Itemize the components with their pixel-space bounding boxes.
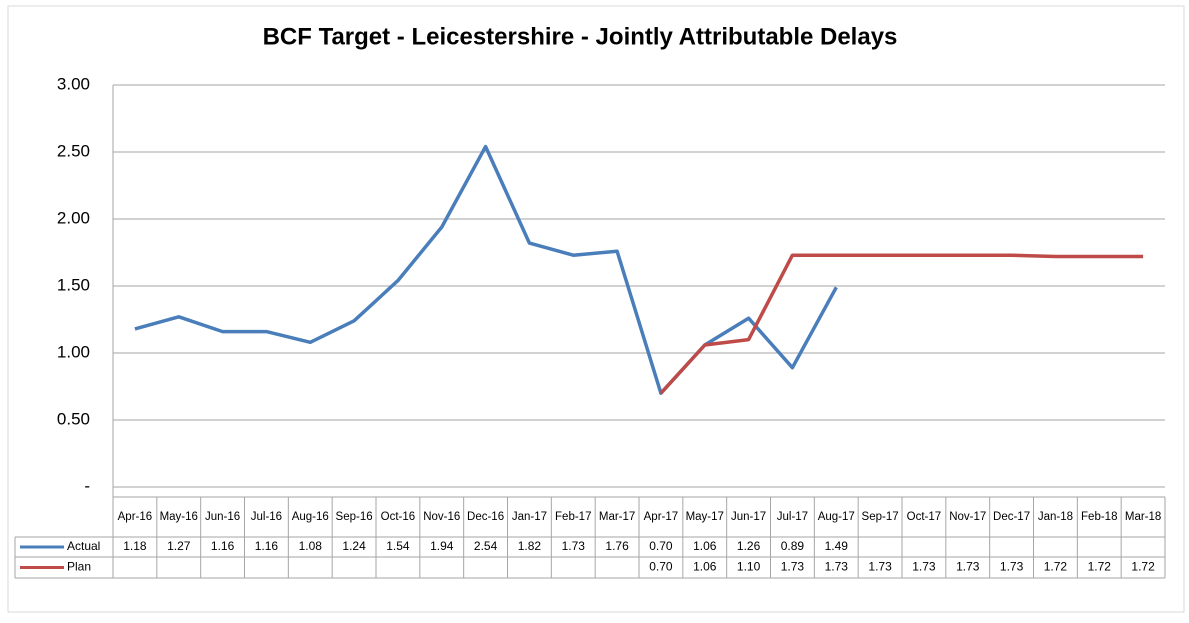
data-label: 1.73 xyxy=(781,560,805,574)
y-tick-label: 1.50 xyxy=(57,275,90,294)
x-tick-label: Aug-17 xyxy=(818,511,855,523)
data-label: 1.16 xyxy=(255,539,279,553)
y-tick-label: - xyxy=(84,476,90,495)
data-label: 1.73 xyxy=(1000,560,1024,574)
x-tick-label: Aug-16 xyxy=(292,511,329,523)
x-tick-label: Jul-16 xyxy=(251,511,282,523)
data-label: 1.73 xyxy=(868,560,892,574)
x-tick-label: May-17 xyxy=(686,511,724,523)
data-label: 1.72 xyxy=(1044,560,1068,574)
data-label: 1.73 xyxy=(956,560,980,574)
x-tick-label: Oct-16 xyxy=(381,511,416,523)
data-label: 1.10 xyxy=(737,560,761,574)
chart-border xyxy=(7,5,1185,613)
data-label: 1.08 xyxy=(299,539,323,553)
data-label: 1.72 xyxy=(1131,560,1155,574)
x-tick-label: Sep-16 xyxy=(336,511,373,523)
x-tick-label: Oct-17 xyxy=(907,511,942,523)
data-label: 1.27 xyxy=(167,539,191,553)
chart-title: BCF Target - Leicestershire - Jointly At… xyxy=(263,23,898,50)
data-label: 1.76 xyxy=(605,539,629,553)
data-label: 1.16 xyxy=(211,539,235,553)
x-tick-label: Nov-17 xyxy=(949,511,986,523)
x-tick-label: Jan-18 xyxy=(1038,511,1073,523)
data-label: 2.54 xyxy=(474,539,498,553)
x-tick-label: Jun-16 xyxy=(205,511,240,523)
y-tick-label: 1.00 xyxy=(57,342,90,361)
data-label: 1.94 xyxy=(430,539,454,553)
legend-label: Actual xyxy=(67,539,100,553)
y-tick-label: 2.50 xyxy=(57,141,90,160)
x-tick-label: Mar-17 xyxy=(599,511,635,523)
data-label: 1.24 xyxy=(342,539,366,553)
data-label: 1.73 xyxy=(912,560,936,574)
data-label: 1.72 xyxy=(1088,560,1112,574)
x-tick-label: Feb-17 xyxy=(555,511,591,523)
data-label: 1.49 xyxy=(825,539,849,553)
x-tick-label: Mar-18 xyxy=(1125,511,1161,523)
data-label: 0.70 xyxy=(649,539,673,553)
x-tick-label: Jan-17 xyxy=(512,511,547,523)
data-label: 1.54 xyxy=(386,539,410,553)
x-tick-label: Sep-17 xyxy=(862,511,899,523)
data-label: 1.06 xyxy=(693,560,717,574)
data-label: 1.18 xyxy=(123,539,147,553)
y-tick-label: 3.00 xyxy=(57,74,90,93)
y-tick-label: 0.50 xyxy=(57,409,90,428)
x-tick-label: Jul-17 xyxy=(777,511,808,523)
x-tick-label: Dec-17 xyxy=(993,511,1030,523)
series-line xyxy=(134,144,838,395)
x-tick-label: Feb-18 xyxy=(1081,511,1117,523)
y-tick-label: 2.00 xyxy=(57,208,90,227)
x-tick-label: Nov-16 xyxy=(423,511,460,523)
x-tick-label: Apr-17 xyxy=(644,511,679,523)
data-label: 1.26 xyxy=(737,539,761,553)
x-tick-label: Jun-17 xyxy=(731,511,766,523)
data-label: 1.73 xyxy=(825,560,849,574)
data-label: 0.89 xyxy=(781,539,805,553)
x-tick-label: Dec-16 xyxy=(467,511,504,523)
data-label: 0.70 xyxy=(649,560,673,574)
series-line xyxy=(659,253,1144,395)
legend-label: Plan xyxy=(67,560,91,574)
data-label: 1.73 xyxy=(562,539,586,553)
x-tick-label: May-16 xyxy=(160,511,198,523)
data-label: 1.06 xyxy=(693,539,717,553)
x-tick-label: Apr-16 xyxy=(118,511,153,523)
data-label: 1.82 xyxy=(518,539,542,553)
